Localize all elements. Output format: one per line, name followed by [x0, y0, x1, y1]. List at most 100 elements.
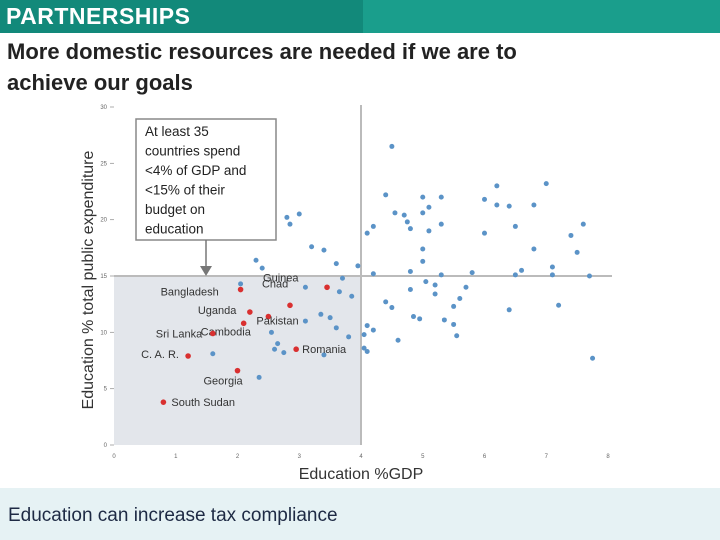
labeled-points: Guinea Bangladesh Chad Uganda Pakistan Cambod…: [141, 272, 347, 409]
x-tick-label: 5: [421, 454, 425, 460]
data-point: [392, 210, 398, 216]
data-point: [370, 327, 376, 333]
point-label: Pakistan: [256, 316, 298, 328]
data-point: [275, 341, 281, 347]
data-point: [256, 374, 262, 380]
annotation-box: [135, 118, 277, 241]
data-point: [506, 203, 512, 209]
data-point: [451, 303, 457, 309]
data-point: [296, 211, 302, 217]
data-point: [407, 268, 413, 274]
data-point: [417, 316, 423, 322]
point-label: Georgia: [204, 376, 244, 388]
data-point: [268, 329, 274, 335]
data-point: [336, 289, 342, 295]
data-point: [364, 230, 370, 236]
footer-banner: Education can increase tax compliance: [0, 488, 720, 540]
data-points: [210, 143, 596, 380]
data-point: [284, 214, 290, 220]
data-point: [568, 232, 574, 238]
x-tick-label: 7: [545, 454, 549, 460]
data-point: [438, 272, 444, 278]
data-point: [586, 273, 592, 279]
data-point: [407, 287, 413, 293]
data-point: [438, 194, 444, 200]
annotation-line: <4% of GDP and: [145, 163, 246, 178]
data-point: [364, 323, 370, 329]
x-tick-label: 8: [606, 454, 610, 460]
data-point: [420, 210, 426, 216]
data-point: [287, 221, 293, 227]
annotation-line: <15% of their: [145, 183, 225, 198]
annotation-line: countries spend: [145, 144, 240, 159]
data-point: [454, 333, 460, 339]
data-point: [432, 291, 438, 297]
data-point: [531, 246, 537, 252]
data-point: [321, 352, 327, 358]
data-point: [407, 226, 413, 232]
data-point: [519, 267, 525, 273]
data-point: [438, 221, 444, 227]
labeled-data-point: [210, 330, 216, 337]
data-point: [494, 202, 500, 208]
annotation-line: education: [145, 222, 204, 237]
header-tab: [0, 0, 363, 33]
point-label: South Sudan: [171, 397, 235, 409]
data-point: [482, 230, 487, 236]
point-label: Romania: [302, 344, 347, 356]
point-label: Uganda: [198, 305, 237, 317]
data-point: [253, 257, 259, 263]
data-point: [333, 261, 339, 267]
data-point: [549, 272, 555, 278]
annotation-callout: At least 35 countries spend <4% of GDP and…: [135, 118, 277, 276]
data-point: [259, 265, 265, 271]
data-point: [383, 192, 389, 198]
point-label: Cambodia: [201, 326, 252, 338]
data-point: [420, 246, 426, 252]
scatter-chart: 0 5 10 15 20 25 30 0 1 2 3 4 5 6 7 8 Guinea Bangladesh C…: [80, 105, 612, 483]
data-point: [370, 271, 376, 277]
data-point: [309, 244, 315, 250]
subtitle-line-2: achieve our goals: [7, 70, 193, 95]
slide-subtitle: More domestic resources are needed if we…: [7, 36, 707, 98]
data-point: [333, 325, 339, 331]
data-point: [457, 296, 463, 302]
data-point: [469, 270, 475, 276]
point-label: Chad: [262, 278, 288, 290]
data-point: [426, 204, 432, 210]
labeled-data-point: [234, 367, 241, 374]
shaded-region: [114, 276, 361, 445]
data-point: [423, 279, 429, 285]
data-point: [272, 346, 278, 352]
data-point: [318, 311, 324, 317]
data-point: [346, 334, 352, 340]
y-tick-label: 30: [100, 105, 107, 111]
x-axis-label: Education %GDP: [299, 466, 424, 483]
page-title: PARTNERSHIPS: [6, 3, 191, 29]
point-label: Sri Lanka: [156, 328, 203, 340]
subtitle-line-1: More domestic resources are needed if we…: [7, 39, 517, 64]
x-axis-ticks: 0 1 2 3 4 5 6 7 8: [112, 454, 610, 460]
y-axis-label: Education % total public expenditure: [80, 150, 97, 409]
data-point: [238, 281, 244, 287]
labeled-data-point: [160, 399, 167, 405]
data-point: [482, 196, 487, 202]
data-point: [420, 258, 426, 264]
data-point: [302, 284, 308, 290]
data-point: [210, 351, 216, 357]
data-point: [389, 305, 395, 311]
point-label: Bangladesh: [161, 287, 219, 299]
point-label: Guinea: [263, 272, 299, 284]
x-tick-label: 3: [298, 454, 302, 460]
data-point: [321, 247, 327, 253]
data-point: [364, 348, 370, 354]
x-tick-label: 4: [359, 454, 363, 460]
y-tick-label: 25: [100, 161, 107, 167]
data-point: [370, 223, 376, 229]
data-point: [549, 264, 555, 270]
labeled-data-point: [293, 346, 299, 353]
y-tick-label: 5: [104, 387, 108, 393]
data-point: [361, 332, 367, 338]
labeled-data-point: [237, 286, 244, 293]
x-tick-label: 0: [112, 454, 116, 460]
